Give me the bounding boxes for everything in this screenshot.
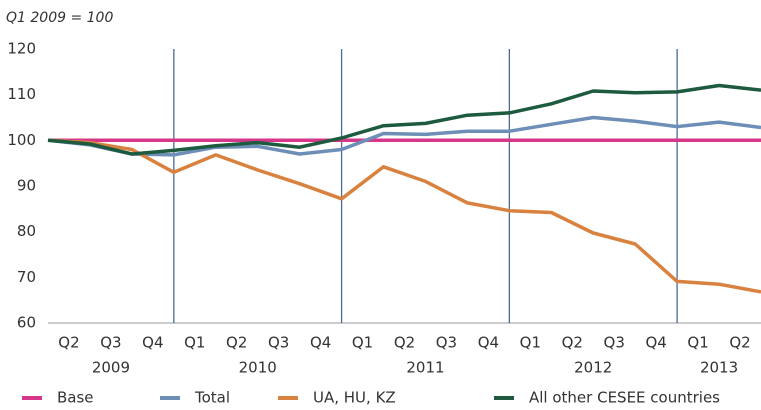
x-tick-label: Q3 bbox=[268, 334, 289, 352]
y-tick-label: 80 bbox=[17, 222, 36, 240]
y-tick-label: 120 bbox=[7, 40, 36, 58]
x-tick-label: Q2 bbox=[562, 334, 583, 352]
year-label: 2010 bbox=[239, 359, 277, 377]
year-label: 2009 bbox=[92, 359, 130, 377]
x-tick-label: Q2 bbox=[729, 334, 750, 352]
x-tick-label: Q3 bbox=[100, 334, 121, 352]
series-line bbox=[47, 138, 761, 294]
legend-label: Total bbox=[194, 389, 230, 407]
year-label: 2011 bbox=[406, 359, 444, 377]
x-tick-label: Q1 bbox=[352, 334, 373, 352]
x-tick-label: Q4 bbox=[142, 334, 163, 352]
legend-label: All other CESEE countries bbox=[529, 389, 720, 407]
year-label: 2012 bbox=[574, 359, 612, 377]
chart-title: Q1 2009 = 100 bbox=[6, 10, 113, 26]
x-tick-label: Q3 bbox=[604, 334, 625, 352]
x-tick-label: Q4 bbox=[310, 334, 331, 352]
x-tick-label: Q3 bbox=[436, 334, 457, 352]
x-tick-label: Q1 bbox=[520, 334, 541, 352]
y-tick-label: 70 bbox=[17, 268, 36, 286]
y-tick-label: 90 bbox=[17, 177, 36, 195]
year-label: 2013 bbox=[700, 359, 738, 377]
x-tick-label: Q2 bbox=[226, 334, 247, 352]
y-tick-label: 100 bbox=[7, 131, 36, 149]
series-line bbox=[47, 83, 761, 156]
x-tick-label: Q4 bbox=[645, 334, 666, 352]
legend-label: Base bbox=[57, 389, 94, 407]
x-tick-label: Q4 bbox=[478, 334, 499, 352]
y-tick-label: 60 bbox=[17, 314, 36, 332]
y-tick-label: 110 bbox=[7, 85, 36, 103]
x-tick-label: Q2 bbox=[58, 334, 79, 352]
legend-label: UA, HU, KZ bbox=[313, 389, 396, 407]
x-tick-label: Q1 bbox=[184, 334, 205, 352]
x-tick-label: Q1 bbox=[687, 334, 708, 352]
series-line bbox=[47, 115, 761, 157]
x-tick-label: Q2 bbox=[394, 334, 415, 352]
